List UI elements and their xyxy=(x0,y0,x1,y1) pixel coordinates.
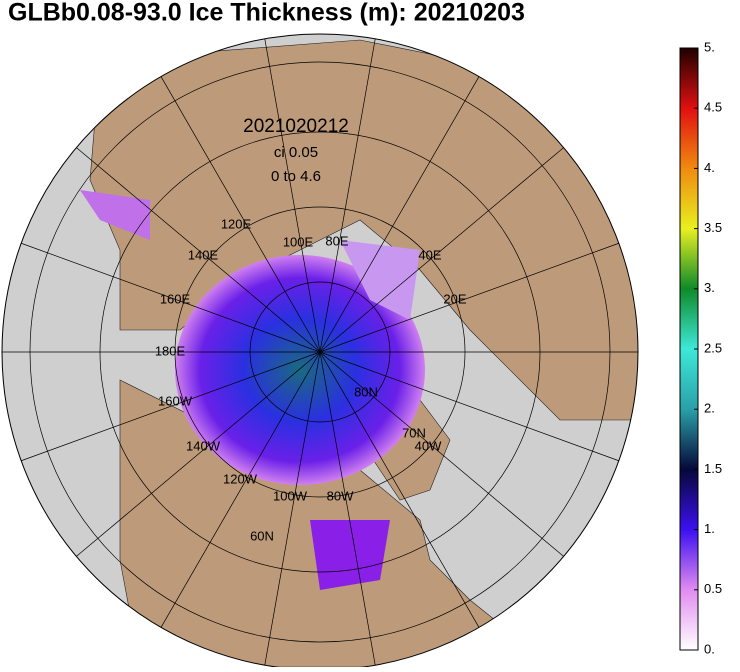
meridian xyxy=(319,242,619,353)
meridian xyxy=(319,147,564,353)
longitude-label: 120E xyxy=(221,216,252,231)
colorbar-tick-label: 1. xyxy=(704,521,715,536)
meridian xyxy=(76,147,321,353)
meridian xyxy=(21,351,321,462)
annotation: 0 to 4.6 xyxy=(271,168,321,185)
meridian xyxy=(21,242,321,353)
longitude-label: 180E xyxy=(155,343,186,358)
colorbar-tick-label: 3.5 xyxy=(704,220,722,235)
graticule xyxy=(2,38,638,666)
annotation: ci 0.05 xyxy=(274,144,318,161)
colorbar-tick-label: 0. xyxy=(704,641,715,656)
parallel xyxy=(249,281,391,423)
latitude-label: 80N xyxy=(354,384,378,399)
colorbar-tick-label: 2. xyxy=(704,401,715,416)
latitude-label: 60N xyxy=(250,528,274,543)
colorbar-tick-label: 3. xyxy=(704,280,715,295)
meridian xyxy=(319,351,564,557)
longitude-label: 100W xyxy=(273,488,308,503)
meridian xyxy=(76,351,321,557)
meridian xyxy=(319,351,376,666)
longitude-label: 100E xyxy=(283,234,314,249)
parallel xyxy=(29,61,611,643)
longitude-label: 80E xyxy=(325,233,348,248)
latitude-label: 70N xyxy=(402,425,426,440)
meridian xyxy=(319,38,376,353)
colorbar-tick-label: 4. xyxy=(704,160,715,175)
longitude-label: 120W xyxy=(223,471,258,486)
longitude-label: 40E xyxy=(418,247,441,262)
longitude-label: 40W xyxy=(415,438,442,453)
meridian xyxy=(264,351,321,666)
longitude-label: 140E xyxy=(188,247,219,262)
meridian xyxy=(160,351,321,628)
annotation: 2021020212 xyxy=(243,116,349,137)
parallel xyxy=(99,131,541,573)
meridian xyxy=(319,76,480,353)
longitude-label: 20E xyxy=(443,291,466,306)
longitude-label: 160W xyxy=(158,393,193,408)
colorbar-tick-label: 5. xyxy=(704,39,715,54)
meridian xyxy=(264,38,321,353)
colorbar-tick-label: 1.5 xyxy=(704,461,722,476)
longitude-label: 140W xyxy=(186,438,221,453)
meridian xyxy=(319,351,480,628)
meridian xyxy=(319,351,619,462)
parallel xyxy=(174,206,466,498)
meridian xyxy=(160,76,321,353)
colorbar-tick-label: 4.5 xyxy=(704,100,722,115)
colorbar-tick-label: 2.5 xyxy=(704,340,722,355)
longitude-label: 80W xyxy=(327,488,354,503)
title: GLBb0.08-93.0 Ice Thickness (m): 2021020… xyxy=(8,0,525,27)
colorbar-tick-label: 0.5 xyxy=(704,581,722,596)
longitude-label: 160E xyxy=(160,291,191,306)
